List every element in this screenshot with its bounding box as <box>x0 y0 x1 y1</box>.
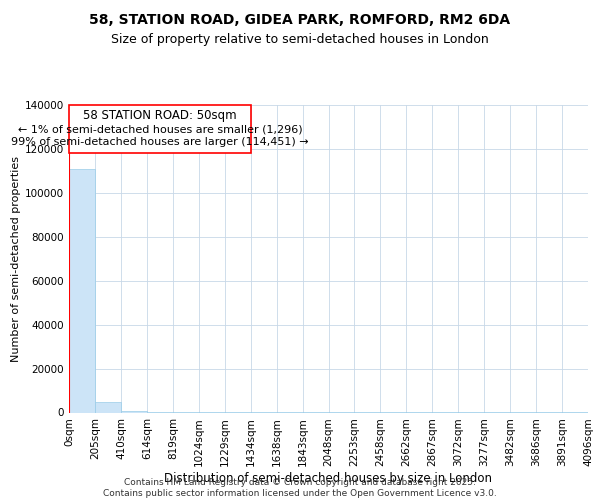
Y-axis label: Number of semi-detached properties: Number of semi-detached properties <box>11 156 21 362</box>
Bar <box>95 402 121 412</box>
Bar <box>69 168 95 412</box>
FancyBboxPatch shape <box>69 105 251 152</box>
Text: 99% of semi-detached houses are larger (114,451) →: 99% of semi-detached houses are larger (… <box>11 137 308 147</box>
Text: 58, STATION ROAD, GIDEA PARK, ROMFORD, RM2 6DA: 58, STATION ROAD, GIDEA PARK, ROMFORD, R… <box>89 12 511 26</box>
Text: 58 STATION ROAD: 50sqm: 58 STATION ROAD: 50sqm <box>83 109 236 122</box>
X-axis label: Distribution of semi-detached houses by size in London: Distribution of semi-detached houses by … <box>164 472 493 484</box>
Text: Contains HM Land Registry data © Crown copyright and database right 2025.
Contai: Contains HM Land Registry data © Crown c… <box>103 478 497 498</box>
Text: Size of property relative to semi-detached houses in London: Size of property relative to semi-detach… <box>111 32 489 46</box>
Text: ← 1% of semi-detached houses are smaller (1,296): ← 1% of semi-detached houses are smaller… <box>17 125 302 135</box>
Bar <box>121 410 147 412</box>
